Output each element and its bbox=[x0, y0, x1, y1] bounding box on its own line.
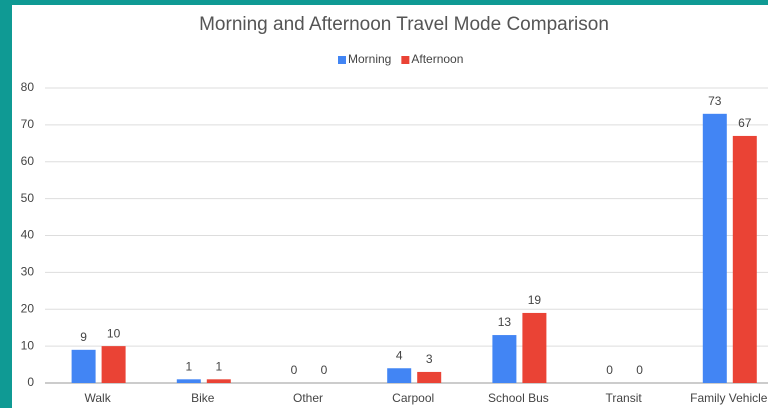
data-label: 0 bbox=[606, 363, 613, 377]
data-label: 0 bbox=[321, 363, 328, 377]
data-label: 19 bbox=[528, 293, 542, 307]
x-tick-label: School Bus bbox=[488, 391, 549, 405]
bar bbox=[702, 113, 727, 383]
x-tick-label: Family Vehicle bbox=[690, 391, 768, 405]
x-tick-label: Transit bbox=[605, 391, 642, 405]
y-tick-label: 0 bbox=[27, 375, 34, 389]
data-label: 0 bbox=[636, 363, 643, 377]
y-tick-label: 10 bbox=[21, 338, 35, 352]
x-tick-label: Carpool bbox=[392, 391, 434, 405]
y-tick-label: 50 bbox=[21, 191, 35, 205]
bar bbox=[417, 371, 442, 383]
data-label: 3 bbox=[426, 352, 433, 366]
data-label: 10 bbox=[107, 326, 121, 340]
x-tick-label: Walk bbox=[84, 391, 111, 405]
x-tick-label: Bike bbox=[191, 391, 215, 405]
bar bbox=[492, 335, 517, 383]
data-label: 73 bbox=[708, 94, 722, 108]
bar bbox=[71, 349, 96, 383]
y-tick-label: 80 bbox=[21, 80, 35, 94]
data-label: 4 bbox=[396, 348, 403, 362]
bar bbox=[387, 368, 412, 383]
y-tick-label: 30 bbox=[21, 265, 35, 279]
bar bbox=[176, 379, 201, 383]
legend-swatch bbox=[338, 56, 346, 64]
y-tick-label: 60 bbox=[21, 154, 35, 168]
data-label: 0 bbox=[291, 363, 298, 377]
legend-swatch bbox=[401, 56, 410, 64]
bar bbox=[732, 135, 757, 383]
legend-label: Morning bbox=[348, 52, 391, 66]
y-tick-label: 40 bbox=[21, 228, 35, 242]
bar bbox=[522, 312, 547, 383]
data-label: 1 bbox=[215, 359, 222, 373]
bar bbox=[206, 379, 231, 383]
data-label: 9 bbox=[80, 330, 87, 344]
y-tick-label: 70 bbox=[21, 117, 35, 131]
legend-label: Afternoon bbox=[411, 52, 463, 66]
chart-background bbox=[12, 5, 768, 408]
data-label: 1 bbox=[185, 359, 192, 373]
bar bbox=[101, 346, 126, 383]
x-tick-label: Other bbox=[293, 391, 323, 405]
data-label: 67 bbox=[738, 116, 752, 130]
chart-title: Morning and Afternoon Travel Mode Compar… bbox=[199, 14, 609, 35]
data-label: 13 bbox=[498, 315, 512, 329]
y-tick-label: 20 bbox=[21, 301, 35, 315]
